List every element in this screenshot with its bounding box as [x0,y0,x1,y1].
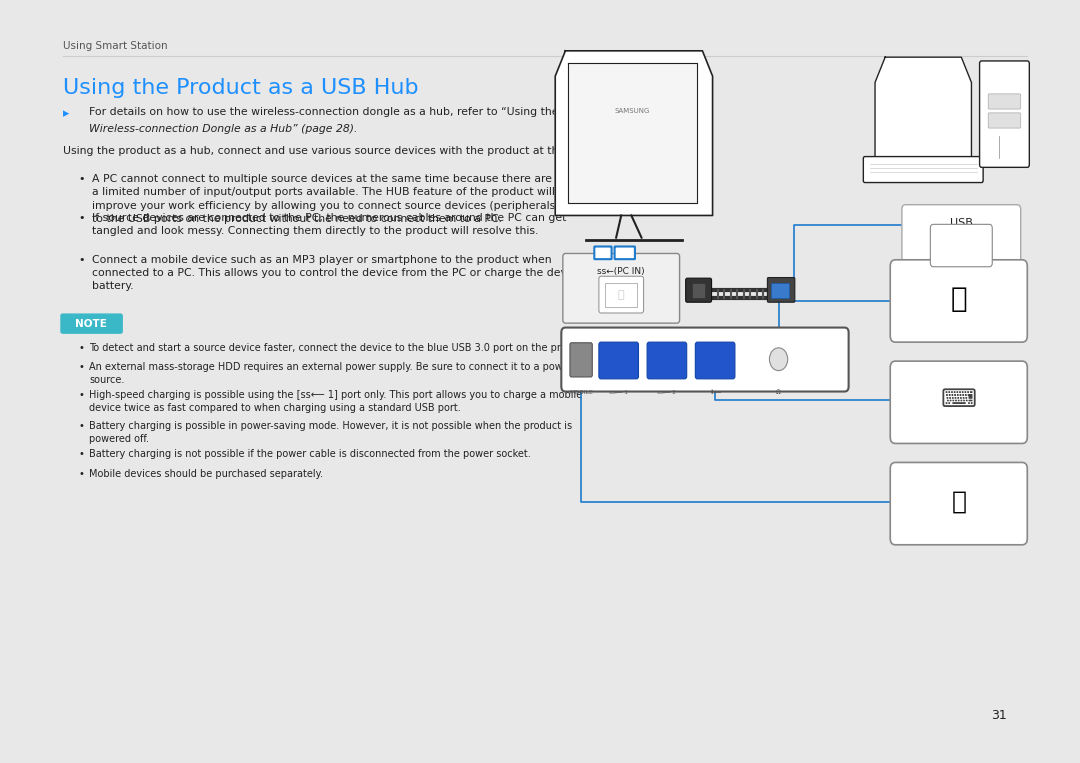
FancyBboxPatch shape [594,246,611,259]
FancyBboxPatch shape [570,343,592,377]
FancyBboxPatch shape [988,113,1021,128]
FancyBboxPatch shape [890,462,1027,545]
Text: Ω: Ω [777,390,781,394]
FancyBboxPatch shape [562,327,849,391]
FancyBboxPatch shape [615,246,635,259]
Circle shape [769,348,787,371]
FancyBboxPatch shape [60,314,122,333]
Polygon shape [555,51,713,215]
FancyBboxPatch shape [647,342,687,379]
FancyBboxPatch shape [605,282,637,307]
Text: ss⟵ 1: ss⟵ 1 [609,390,629,394]
Text: For details on how to use the wireless-connection dongle as a hub, refer to “Usi: For details on how to use the wireless-c… [89,107,558,117]
Text: ⬇⟵: ⬇⟵ [708,390,721,394]
Text: ss⟵ 2: ss⟵ 2 [658,390,676,394]
Text: Mobile devices should be purchased separately.: Mobile devices should be purchased separ… [89,468,323,478]
Text: 📱: 📱 [951,490,967,513]
Text: Battery charging is possible in power-saving mode. However, it is not possible w: Battery charging is possible in power-sa… [89,421,572,444]
FancyBboxPatch shape [930,224,993,267]
FancyBboxPatch shape [696,342,734,379]
Polygon shape [568,63,698,203]
Text: •: • [79,468,84,478]
FancyBboxPatch shape [692,282,705,298]
Text: NOTE: NOTE [76,319,107,329]
Text: Using the product as a hub, connect and use various source devices with the prod: Using the product as a hub, connect and … [63,146,630,156]
FancyBboxPatch shape [599,342,638,379]
Text: USB: USB [950,218,973,228]
Text: •: • [79,213,85,223]
FancyBboxPatch shape [988,94,1021,109]
FancyBboxPatch shape [771,282,788,298]
Text: ▸: ▸ [63,107,69,120]
Text: ⌨: ⌨ [941,388,976,412]
Text: Using the Product as a USB Hub: Using the Product as a USB Hub [63,78,419,98]
Text: An external mass-storage HDD requires an external power supply. Be sure to conne: An external mass-storage HDD requires an… [89,362,572,385]
FancyBboxPatch shape [863,156,983,182]
FancyBboxPatch shape [902,204,1021,277]
Text: If source devices are connected to the PC, the numerous cables around the PC can: If source devices are connected to the P… [92,213,567,237]
Text: High-speed charging is possible using the [ss⟵ 1] port only. This port allows yo: High-speed charging is possible using th… [89,391,582,413]
Text: To detect and start a source device faster, connect the device to the blue USB 3: To detect and start a source device fast… [89,343,591,353]
Text: SAMSUNG: SAMSUNG [615,108,650,114]
Text: Battery charging is not possible if the power cable is disconnected from the pow: Battery charging is not possible if the … [89,449,530,459]
Text: •: • [79,174,85,184]
Text: •: • [79,449,84,459]
FancyBboxPatch shape [980,61,1029,167]
FancyBboxPatch shape [890,259,1027,342]
Text: 🎧: 🎧 [950,285,967,313]
Text: Using Smart Station: Using Smart Station [63,41,167,51]
Text: ss←(PC IN): ss←(PC IN) [597,267,645,275]
Text: ⬛: ⬛ [618,290,624,300]
Text: A PC cannot connect to multiple source devices at the same time because there ar: A PC cannot connect to multiple source d… [92,174,586,224]
Text: •: • [79,343,84,353]
Text: 31: 31 [990,709,1007,722]
FancyBboxPatch shape [890,361,1027,443]
Text: Wireless-connection Dongle as a Hub” (page 28).: Wireless-connection Dongle as a Hub” (pa… [89,124,357,134]
Text: •: • [79,255,85,265]
FancyBboxPatch shape [686,278,712,302]
Text: Connect a mobile device such as an MP3 player or smartphone to the product when
: Connect a mobile device such as an MP3 p… [92,255,583,291]
FancyBboxPatch shape [563,253,679,324]
Text: •: • [79,391,84,401]
Text: •: • [79,362,84,372]
Text: MOBILE: MOBILE [569,390,593,394]
Text: •: • [79,421,84,431]
Polygon shape [875,57,972,159]
FancyBboxPatch shape [599,276,644,313]
FancyBboxPatch shape [768,278,795,302]
